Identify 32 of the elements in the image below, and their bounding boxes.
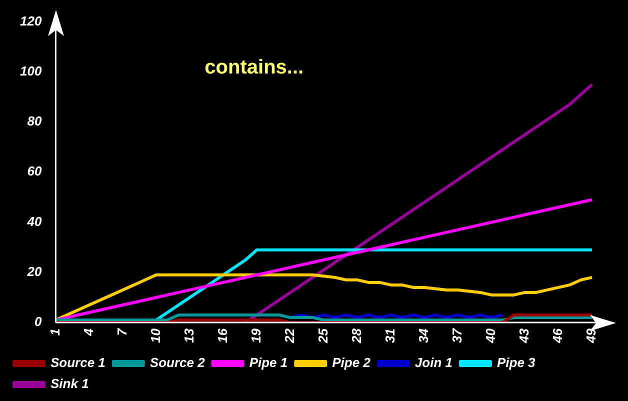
y-tick-label: 40 bbox=[26, 214, 42, 229]
legend-label: Pipe 1 bbox=[249, 355, 288, 370]
y-tick-label: 20 bbox=[26, 264, 42, 279]
x-tick-label: 22 bbox=[282, 328, 297, 344]
x-tick-label: 19 bbox=[248, 328, 264, 344]
x-tick-label: 43 bbox=[516, 328, 532, 344]
x-tick-label: 16 bbox=[214, 328, 230, 344]
x-tick-label: 46 bbox=[550, 328, 566, 344]
x-tick-label: 13 bbox=[181, 328, 196, 344]
text: contains... bbox=[204, 56, 304, 78]
x-tick-label: 10 bbox=[148, 328, 163, 344]
x-tick-label: 31 bbox=[382, 328, 398, 344]
legend-label: Pipe 2 bbox=[332, 355, 372, 370]
x-tick-label: 7 bbox=[114, 328, 130, 336]
legend-label: Join 1 bbox=[414, 355, 452, 370]
legend-label: Source 1 bbox=[50, 355, 106, 370]
x-tick-label: 4 bbox=[80, 328, 96, 337]
y-tick-label: 80 bbox=[27, 114, 42, 129]
legend-label: Sink 1 bbox=[50, 376, 89, 392]
x-tick-label: 34 bbox=[416, 328, 431, 344]
y-tick-label: 100 bbox=[20, 64, 42, 78]
legend-label: Source 2 bbox=[150, 355, 206, 370]
y-tick-label: 0 bbox=[34, 314, 42, 330]
y-tick-label: 60 bbox=[27, 164, 42, 179]
y-tick-label: 120 bbox=[20, 13, 42, 28]
x-tick-label: 37 bbox=[450, 328, 464, 344]
x-tick-label: 25 bbox=[315, 328, 330, 344]
x-tick-label: 49 bbox=[584, 328, 599, 344]
x-tick-label: 40 bbox=[483, 328, 498, 344]
x-tick-label: 28 bbox=[348, 328, 364, 344]
legend-label: Pipe 3 bbox=[496, 355, 536, 370]
x-tick-label: 1 bbox=[47, 328, 62, 336]
